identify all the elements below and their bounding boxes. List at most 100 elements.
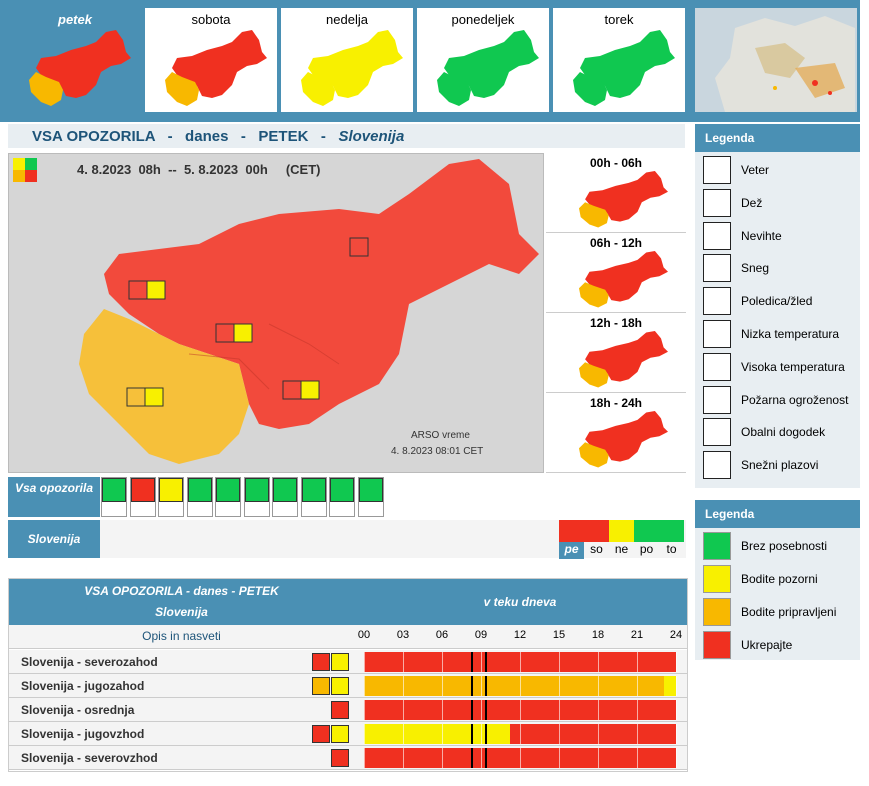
hour-gridline: [403, 676, 404, 696]
period-map[interactable]: 12h - 18h: [546, 313, 686, 393]
day-label: ponedeljek: [451, 12, 515, 27]
nizka-temp-icon: [244, 478, 269, 502]
hour-gridline: [442, 724, 443, 744]
hour-gridline: [481, 748, 482, 768]
wind-icon: [703, 156, 731, 184]
warning-type-cell[interactable]: [186, 477, 213, 517]
day-square-label[interactable]: to: [666, 542, 677, 556]
main-warning-map: 4. 8.2023 08h -- 5. 8.2023 00h (CET) ARS…: [8, 153, 544, 473]
day-color-square[interactable]: [609, 520, 634, 542]
day-square-label[interactable]: pe: [559, 542, 584, 559]
day-tab-ponedeljek[interactable]: ponedeljek: [417, 8, 549, 112]
hour-gridline: [559, 700, 560, 720]
table-row[interactable]: Slovenija - severozahod: [9, 650, 687, 674]
warning-type-cell[interactable]: [357, 477, 384, 517]
rain-icon: [703, 188, 731, 217]
period-map[interactable]: 00h - 06h: [546, 153, 686, 233]
table-row[interactable]: Slovenija - severovzhod: [9, 746, 687, 770]
current-time-line: [484, 652, 487, 672]
period-label: 00h - 06h: [589, 156, 643, 170]
table-row[interactable]: Slovenija - jugovzhod: [9, 722, 687, 746]
hour-tick: 15: [552, 629, 566, 641]
legend-item-label: Poledica/žled: [741, 294, 813, 309]
warning-type-cell[interactable]: [215, 477, 241, 517]
hour-gridline: [442, 700, 443, 720]
hour-gridline: [559, 676, 560, 696]
slovenia-mini-map: [29, 30, 131, 106]
warning-type-cell[interactable]: [129, 477, 156, 517]
veter-icon: [102, 478, 126, 502]
slovenija-label-text: Slovenija: [27, 532, 81, 546]
hour-gridline: [598, 652, 599, 672]
europe-map-thumbnail[interactable]: [695, 8, 857, 112]
warning-type-cell[interactable]: [243, 477, 270, 517]
table-row[interactable]: Slovenija - osrednja: [9, 698, 687, 722]
warning-type-cell[interactable]: [158, 477, 184, 517]
period-map[interactable]: 06h - 12h: [546, 233, 686, 313]
current-time-line: [484, 748, 487, 768]
day-square-label[interactable]: ne: [614, 542, 629, 556]
day-tab-petek[interactable]: petek: [9, 8, 141, 112]
hour-gridline: [598, 700, 599, 720]
legend-title: Legenda: [695, 124, 860, 152]
day-color-square[interactable]: [559, 520, 584, 542]
row-warning-icon: [331, 725, 349, 743]
region-name: Slovenija - osrednja: [21, 703, 135, 717]
vsa-opozorila-label: Vsa opozorila: [8, 477, 100, 517]
hour-gridline: [481, 700, 482, 720]
warning-type-cell[interactable]: [272, 477, 298, 517]
legend-item-label: Visoka temperatura: [741, 359, 845, 374]
hour-gridline: [676, 748, 677, 768]
hour-tick: 09: [474, 629, 488, 641]
hour-gridline: [676, 676, 677, 696]
region-name: Slovenija - severozahod: [21, 655, 158, 669]
period-label: 06h - 12h: [589, 236, 643, 250]
period-maps: 00h - 06h 06h - 12h 12h - 18h 18h - 24h: [546, 153, 686, 473]
day-square-label[interactable]: po: [639, 542, 654, 556]
hour-tick: 21: [630, 629, 644, 641]
nevihte-icon: [159, 478, 183, 502]
day-color-square[interactable]: [659, 520, 684, 542]
avalanche-icon: [703, 451, 731, 480]
ice-icon: [703, 287, 731, 316]
day-square-label[interactable]: so: [590, 542, 603, 556]
legend-color-label: Brez posebnosti: [741, 539, 828, 553]
day-tab-sobota[interactable]: sobota: [145, 8, 277, 112]
legend-item-label: Dež: [741, 195, 763, 210]
row-warning-icon: [312, 653, 330, 671]
color-swatch: [703, 631, 731, 659]
visoka-temp-icon: [273, 478, 297, 502]
current-time-line: [484, 676, 487, 696]
hour-gridline: [637, 652, 638, 672]
hour-gridline: [442, 652, 443, 672]
lightning-icon: [703, 221, 731, 250]
current-time-line: [471, 748, 474, 768]
table-head-region: Slovenija: [155, 605, 208, 619]
warning-type-cell[interactable]: [101, 477, 127, 517]
fire-icon: [703, 385, 731, 414]
day-tab-torek[interactable]: torek: [553, 8, 685, 112]
dez-icon: [130, 478, 155, 502]
warning-type-cell[interactable]: [329, 477, 355, 517]
day-color-square[interactable]: [634, 520, 659, 542]
day-tab-nedelja[interactable]: nedelja: [281, 8, 413, 112]
map-icon-group-5: [282, 380, 320, 400]
slovenia-mini-map: [165, 30, 267, 106]
high-temp-icon: [703, 352, 731, 381]
timeline-segment: [664, 676, 676, 696]
hour-gridline: [676, 652, 677, 672]
hour-gridline: [403, 724, 404, 744]
hour-gridline: [481, 724, 482, 744]
hour-gridline: [403, 748, 404, 768]
day-color-square[interactable]: [584, 520, 609, 542]
slovenia-mini-map: [301, 30, 403, 106]
legend-color-label: Bodite pripravljeni: [741, 605, 837, 619]
region-name: Slovenija - jugozahod: [21, 679, 145, 693]
slovenia-mini-map: [579, 331, 668, 388]
legend-item-label: Požarna ogroženost: [741, 392, 849, 407]
day-label: sobota: [191, 12, 231, 27]
warning-type-cell[interactable]: [300, 477, 327, 517]
opis-link[interactable]: Opis in nasveti: [142, 629, 221, 643]
table-row[interactable]: Slovenija - jugozahod: [9, 674, 687, 698]
period-map[interactable]: 18h - 24h: [546, 393, 686, 473]
